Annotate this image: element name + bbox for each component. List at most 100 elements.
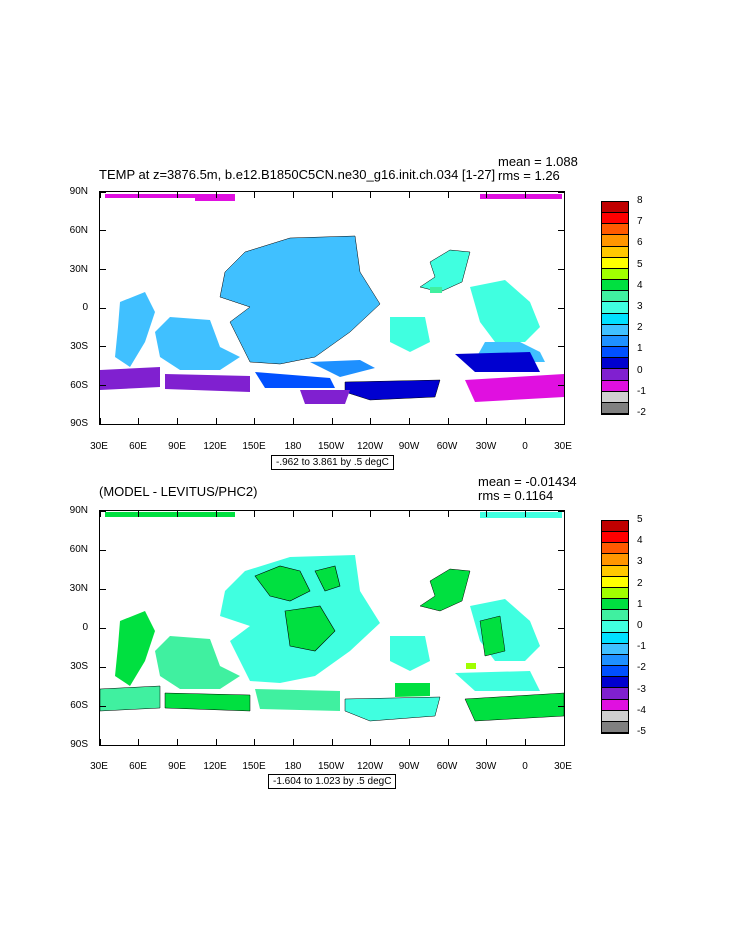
axis-tick [100, 192, 101, 198]
top-plot-panel: TEMP at z=3876.5m, b.e12.B1850C5CN.ne30_… [0, 0, 733, 470]
colorbar-swatch [602, 643, 628, 655]
ocean-patch [455, 352, 540, 372]
ocean-patch [300, 390, 350, 404]
colorbar-swatch [602, 610, 628, 622]
axis-tick [408, 418, 410, 424]
axis-tick [254, 739, 256, 745]
axis-tick [558, 268, 564, 270]
colorbar-swatch [602, 688, 628, 700]
colorbar-swatch [602, 302, 628, 314]
axis-tick [447, 739, 449, 745]
axis-tick [558, 666, 564, 668]
lon-label: 90E [168, 441, 186, 452]
ocean-patch [164, 692, 251, 712]
axis-tick [100, 739, 101, 745]
axis-tick [558, 588, 564, 590]
ocean-patch [430, 287, 442, 293]
bottom-map [99, 510, 565, 746]
lat-label: 0 [82, 622, 88, 633]
axis-tick [215, 511, 217, 517]
top-colorbar [601, 201, 629, 415]
colorbar-swatch [602, 554, 628, 566]
top-contour-info: -.962 to 3.861 by .5 degC [271, 455, 394, 470]
lon-label: 180 [284, 761, 302, 772]
top-plot-rms: rms = 1.26 [498, 168, 560, 183]
lon-label: 120E [203, 761, 227, 772]
lon-label: 60E [129, 761, 147, 772]
colorbar-swatch [602, 202, 628, 214]
ocean-patch [480, 194, 562, 199]
colorbar-swatch [602, 402, 628, 414]
colorbar-label: -3 [637, 683, 646, 695]
axis-tick [100, 346, 106, 348]
ocean-patch [105, 512, 235, 517]
colorbar-swatch [602, 565, 628, 577]
bottom-plot-rms: rms = 0.1164 [478, 488, 554, 503]
colorbar-label: 1 [637, 343, 643, 355]
axis-tick [524, 511, 526, 517]
colorbar-swatch [602, 677, 628, 689]
colorbar-swatch [602, 666, 628, 678]
colorbar-swatch [602, 213, 628, 225]
axis-tick [100, 384, 106, 386]
colorbar-swatch [602, 599, 628, 611]
bottom-plot-title: (MODEL - LEVITUS/PHC2) [99, 484, 258, 499]
top-plot-title: TEMP at z=3876.5m, b.e12.B1850C5CN.ne30_… [99, 167, 496, 182]
top-map [99, 191, 565, 425]
axis-tick [176, 511, 178, 517]
ocean-patch [165, 374, 250, 392]
ocean-patch [390, 317, 430, 352]
axis-tick [558, 511, 564, 512]
colorbar-swatch [602, 324, 628, 336]
axis-tick [292, 511, 294, 517]
axis-tick [408, 511, 410, 517]
ocean-patch [344, 696, 441, 722]
colorbar-label: 7 [637, 216, 643, 228]
colorbar-label: 2 [637, 577, 643, 589]
axis-tick [563, 511, 564, 517]
ocean-patch [479, 615, 506, 657]
lat-label: 30N [69, 583, 88, 594]
axis-tick [524, 418, 526, 424]
axis-tick [100, 705, 106, 707]
lon-label: 30E [90, 441, 108, 452]
ocean-patch [255, 689, 340, 711]
colorbar-swatch [602, 710, 628, 722]
ocean-patch [464, 692, 564, 722]
bottom-plot-mean: mean = -0.01434 [478, 474, 577, 489]
ocean-patch [470, 599, 540, 661]
axis-tick [254, 511, 256, 517]
axis-tick [331, 511, 333, 517]
ocean-patch [470, 280, 540, 342]
colorbar-swatch [602, 543, 628, 555]
colorbar-swatch [602, 257, 628, 269]
axis-tick [331, 739, 333, 745]
colorbar-label: 4 [637, 279, 643, 291]
lon-label: 90W [398, 761, 420, 772]
ocean-patch [455, 671, 540, 691]
colorbar-swatch [602, 632, 628, 644]
axis-tick [486, 739, 488, 745]
lat-label: 60S [70, 380, 88, 391]
colorbar-swatch [602, 587, 628, 600]
lat-label: 90N [69, 505, 88, 516]
ocean-patch [284, 605, 336, 652]
colorbar-swatch [602, 313, 628, 325]
axis-tick [408, 192, 410, 198]
axis-tick [447, 192, 449, 198]
lon-label: 30W [475, 441, 497, 452]
bottom-colorbar [601, 520, 629, 734]
colorbar-swatch [602, 521, 628, 533]
ocean-patch [219, 235, 381, 365]
colorbar-label: 6 [637, 237, 643, 249]
colorbar-swatch [602, 380, 628, 392]
lat-label: 30S [70, 341, 88, 352]
lat-label: 30N [69, 264, 88, 275]
colorbar-label: 5 [637, 258, 643, 270]
colorbar-label: 3 [637, 556, 643, 568]
axis-tick [215, 192, 217, 198]
colorbar-label: 3 [637, 301, 643, 312]
axis-tick [138, 739, 140, 745]
axis-tick [100, 627, 106, 629]
axis-tick [558, 627, 564, 629]
